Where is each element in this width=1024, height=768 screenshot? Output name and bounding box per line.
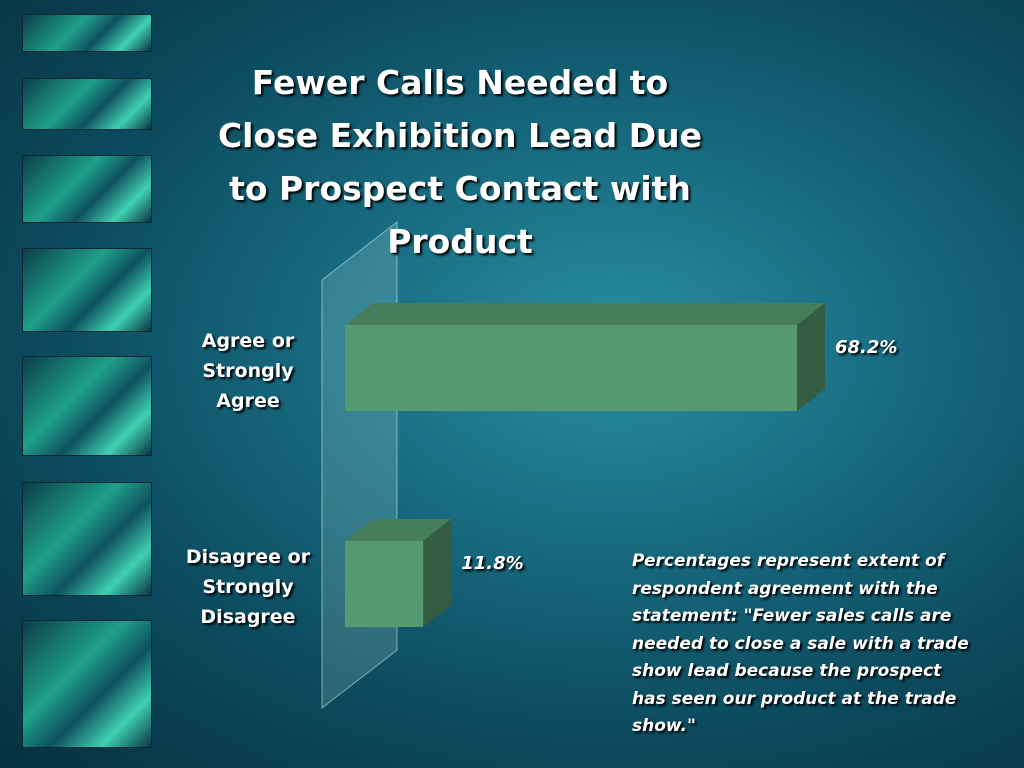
bar-front bbox=[345, 325, 797, 411]
chart-title: Fewer Calls Needed to Close Exhibition L… bbox=[217, 63, 703, 261]
value-label: 68.2% bbox=[835, 337, 898, 358]
bar-top bbox=[345, 519, 452, 541]
bar-side bbox=[797, 303, 825, 411]
thumbnail bbox=[22, 620, 152, 748]
category-label: Agree or Strongly Agree bbox=[201, 330, 295, 412]
annotation: Percentages represent extent of responde… bbox=[632, 551, 969, 736]
bar-top bbox=[345, 303, 825, 325]
chart-plane bbox=[321, 220, 398, 710]
bar bbox=[345, 519, 452, 627]
thumbnail bbox=[22, 155, 152, 223]
thumbnail bbox=[22, 356, 152, 456]
bar-side bbox=[423, 519, 452, 627]
thumbnail bbox=[22, 248, 152, 332]
category-label: Disagree or Strongly Disagree bbox=[185, 546, 311, 628]
thumbnail bbox=[22, 482, 152, 596]
thumbnail bbox=[22, 14, 152, 52]
thumbnail bbox=[22, 78, 152, 130]
value-label: 11.8% bbox=[461, 553, 524, 574]
bar bbox=[345, 303, 825, 411]
bar-front bbox=[345, 541, 424, 627]
